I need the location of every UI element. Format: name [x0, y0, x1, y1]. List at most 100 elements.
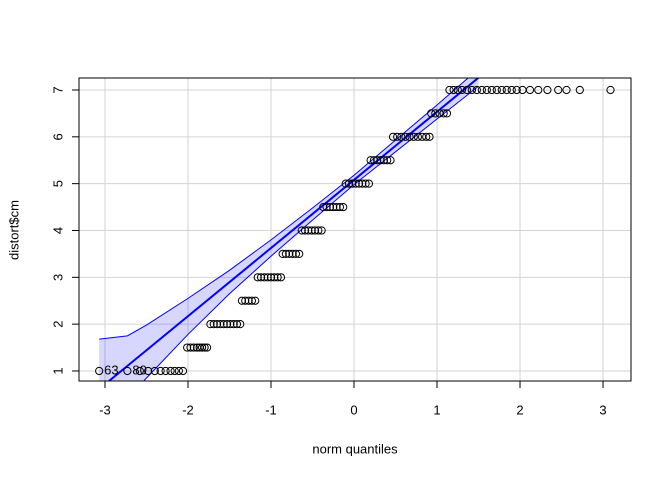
point — [575, 85, 584, 95]
point — [393, 132, 402, 141]
y-tick-label: 4 — [50, 227, 65, 234]
point — [314, 226, 323, 235]
point — [144, 366, 153, 376]
point — [278, 249, 287, 258]
y-tick-label: 7 — [50, 86, 65, 93]
point — [351, 179, 360, 188]
point — [288, 249, 297, 258]
point — [401, 132, 410, 141]
point — [386, 156, 395, 165]
point — [307, 226, 316, 235]
point — [189, 343, 198, 352]
point — [325, 202, 335, 212]
point — [247, 296, 257, 305]
y-tick-label: 5 — [50, 180, 65, 187]
point — [295, 249, 304, 258]
point — [409, 132, 418, 141]
point-label: 63 — [104, 362, 118, 377]
point — [525, 85, 535, 95]
x-tick-label: -2 — [182, 402, 194, 417]
point — [253, 273, 262, 282]
point — [383, 156, 392, 165]
point — [229, 320, 238, 329]
point — [445, 85, 454, 95]
point — [341, 179, 350, 188]
point — [322, 202, 331, 212]
point — [492, 85, 501, 95]
point — [427, 109, 436, 118]
point — [534, 85, 543, 95]
point — [358, 179, 367, 188]
point — [364, 179, 374, 188]
point — [431, 109, 440, 118]
point — [263, 273, 272, 282]
point — [457, 85, 467, 95]
point — [472, 85, 481, 95]
point — [344, 179, 354, 188]
point — [366, 156, 375, 165]
point — [232, 320, 242, 329]
point — [332, 202, 341, 212]
point — [329, 202, 338, 212]
point — [297, 226, 306, 235]
point — [170, 366, 179, 376]
point — [397, 132, 406, 141]
reference-line — [107, 78, 480, 381]
point — [270, 273, 279, 282]
point — [369, 156, 379, 165]
point — [335, 202, 344, 212]
point — [266, 273, 276, 282]
point — [405, 132, 414, 141]
x-tick-label: -1 — [265, 402, 277, 417]
point — [285, 249, 294, 258]
y-tick-label: 3 — [50, 274, 65, 281]
point — [487, 85, 496, 95]
point — [200, 343, 209, 352]
point — [241, 296, 250, 305]
point — [554, 85, 563, 95]
point — [388, 132, 398, 141]
y-tick-label: 1 — [50, 367, 65, 374]
point — [209, 320, 218, 329]
point — [186, 343, 195, 352]
point — [502, 85, 511, 95]
x-tick-label: 0 — [350, 402, 357, 417]
point — [425, 132, 434, 141]
band-fill — [99, 78, 479, 381]
point — [237, 296, 247, 305]
point — [212, 320, 222, 329]
point — [251, 296, 260, 305]
point — [260, 273, 269, 282]
point — [442, 109, 452, 118]
point — [439, 109, 448, 118]
x-tick-label: 1 — [433, 402, 440, 417]
point — [449, 85, 458, 95]
y-axis-title: distort$cm — [6, 200, 21, 260]
point — [477, 85, 486, 95]
point — [319, 202, 328, 212]
point — [348, 179, 357, 188]
x-tick-label: -3 — [99, 402, 111, 417]
point — [206, 320, 215, 329]
point — [497, 85, 506, 95]
point — [166, 366, 175, 376]
point — [276, 273, 286, 282]
point — [198, 343, 207, 352]
point — [219, 320, 228, 329]
point — [361, 179, 370, 188]
y-tick-label: 6 — [50, 133, 65, 140]
point — [236, 320, 245, 329]
point — [354, 179, 364, 188]
point — [543, 85, 552, 95]
point — [256, 273, 266, 282]
point — [373, 156, 382, 165]
point — [150, 366, 159, 376]
point — [226, 320, 235, 329]
point — [413, 132, 423, 141]
point — [222, 320, 232, 329]
point — [507, 85, 516, 95]
points — [95, 85, 615, 376]
point — [156, 366, 165, 376]
x-tick-label: 2 — [516, 402, 523, 417]
